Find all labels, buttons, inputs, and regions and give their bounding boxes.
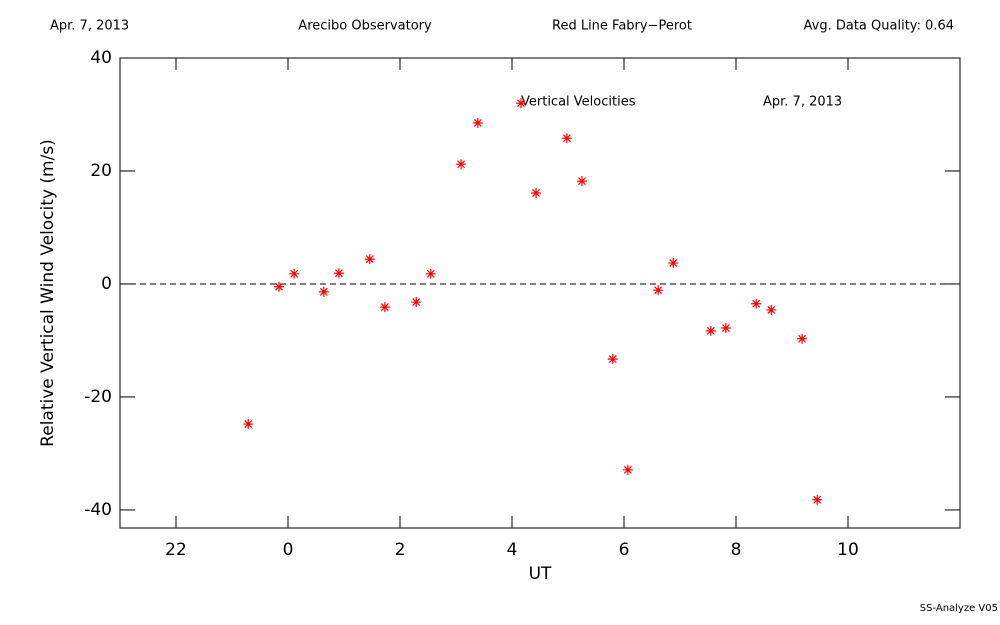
data-point [243, 419, 254, 430]
data-point [577, 176, 587, 187]
data-point [797, 333, 808, 344]
data-point [472, 117, 483, 128]
x-tick-label: 6 [619, 540, 630, 560]
data-point [411, 297, 422, 308]
header-site: Arecibo Observatory [298, 19, 432, 34]
y-tick-label: -40 [84, 500, 112, 520]
y-axis-label: Relative Vertical Wind Velocity (m/s) [38, 139, 58, 447]
x-tick-label: 10 [837, 540, 859, 560]
annotation-title: Vertical Velocities [521, 95, 636, 110]
y-tick-label: 20 [90, 161, 112, 181]
x-tick-label: 2 [395, 540, 406, 560]
data-point [333, 268, 344, 279]
data-point [751, 298, 762, 309]
data-point [705, 325, 716, 336]
x-tick-label: 4 [507, 540, 518, 560]
data-point [561, 133, 572, 144]
x-tick-label: 22 [165, 540, 187, 560]
x-axis-label: UT [529, 564, 552, 584]
data-point [607, 354, 618, 365]
data-point [720, 323, 731, 334]
y-tick-label: -20 [84, 387, 112, 407]
plot-frame [119, 57, 961, 529]
data-point [622, 464, 633, 475]
y-tick-label: 40 [90, 48, 112, 68]
data-point [668, 258, 679, 269]
annotation-date: Apr. 7, 2013 [763, 95, 842, 110]
data-point [653, 285, 664, 296]
data-point [812, 494, 823, 505]
data-point [274, 281, 285, 292]
header-quality: Avg. Data Quality: 0.64 [804, 19, 954, 34]
data-point [456, 159, 467, 170]
data-point [379, 302, 390, 313]
data-point [425, 268, 436, 279]
header-date: Apr. 7, 2013 [50, 19, 129, 34]
data-point [515, 98, 526, 109]
data-point [766, 304, 777, 315]
data-point [318, 286, 329, 297]
data-point [531, 188, 542, 199]
footer: SS-Analyze V05 [920, 603, 998, 614]
x-tick-label: 0 [283, 540, 294, 560]
data-point [364, 254, 375, 265]
header-instrument: Red Line Fabry−Perot [552, 19, 692, 34]
y-tick-label: 0 [101, 274, 112, 294]
data-point [289, 268, 300, 279]
x-tick-label: 8 [731, 540, 742, 560]
